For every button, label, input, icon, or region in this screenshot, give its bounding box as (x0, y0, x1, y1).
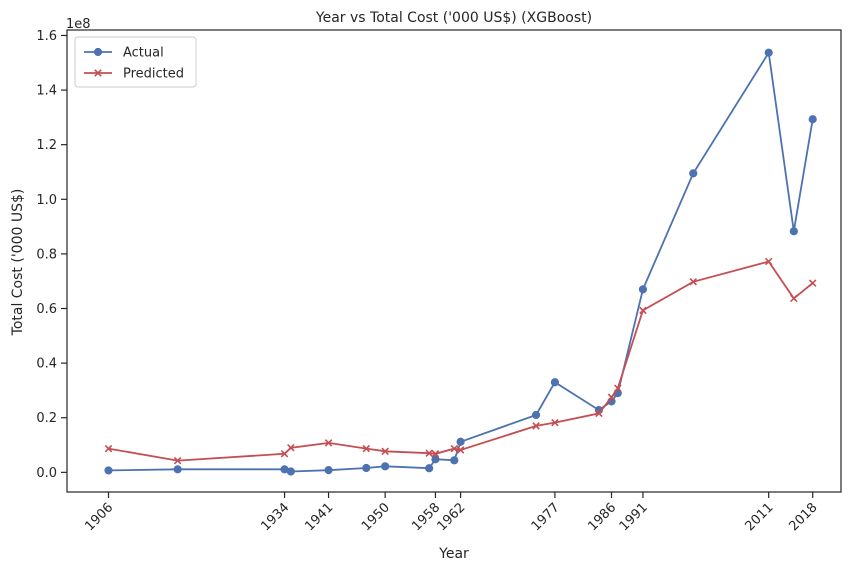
data-point-predicted (425, 449, 433, 457)
x-tick-label: 1962 (434, 500, 468, 534)
legend-item: Predicted (84, 67, 184, 82)
data-point-actual (808, 115, 817, 124)
y-tick-label: 0.2 (36, 411, 57, 426)
x-tick-label: 1950 (359, 500, 393, 534)
data-point-actual (638, 285, 648, 294)
x-tick-label: 1991 (617, 500, 651, 534)
y-tick-label: 0.0 (36, 466, 57, 481)
x-tick-label: 2018 (787, 500, 821, 534)
x-tick-label: 1906 (82, 500, 116, 534)
data-point-predicted (607, 393, 616, 402)
legend-item: Actual (84, 46, 164, 61)
y-tick-label: 1.2 (36, 138, 57, 153)
legend-marker (94, 69, 102, 77)
data-point-predicted (362, 444, 371, 453)
data-point-actual (104, 466, 113, 475)
y-tick-label: 1.0 (36, 193, 57, 208)
data-point-actual (381, 462, 390, 471)
chart-title: Year vs Total Cost ('000 US$) (XGBoost) (315, 10, 592, 26)
data-point-predicted (287, 444, 295, 452)
data-point-predicted (764, 257, 773, 266)
data-point-actual (550, 378, 560, 387)
y-tick-label: 1.4 (36, 84, 57, 99)
data-point-actual (689, 169, 698, 178)
x-tick-label: 1934 (258, 500, 292, 534)
data-point-predicted (614, 384, 622, 393)
data-point-predicted (456, 446, 465, 454)
y-tick-label: 0.4 (36, 357, 57, 372)
y-axis: 0.0 0.2 0.4 0.6 0.8 1.0 1.2 1.4 1.6 (36, 29, 67, 481)
legend-box (74, 36, 197, 88)
data-point-actual (425, 464, 434, 473)
plot-area (104, 48, 817, 476)
data-point-predicted (551, 418, 559, 427)
y-offset-label: 1e8 (66, 17, 91, 32)
data-point-actual (456, 437, 465, 446)
data-point-actual (450, 456, 459, 465)
series-predicted (104, 257, 817, 465)
y-tick-label: 1.6 (36, 29, 57, 44)
legend-label: Predicted (123, 67, 184, 82)
data-point-predicted (324, 439, 333, 447)
series-actual (104, 48, 817, 476)
y-axis-label: Total Cost ('000 US$) (10, 189, 26, 337)
series-line-actual (108, 50, 814, 473)
x-tick-label: 1986 (585, 500, 619, 534)
data-point-predicted (790, 294, 798, 303)
data-point-predicted (431, 450, 440, 458)
data-point-actual (173, 465, 182, 474)
x-tick-label: 1977 (529, 500, 563, 534)
data-point-actual (431, 455, 440, 464)
series-line-predicted (108, 260, 814, 462)
data-point-predicted (639, 306, 647, 315)
x-axis-label: Year (438, 546, 469, 562)
x-tick-label: 1941 (302, 500, 336, 534)
legend-marker (93, 47, 103, 57)
data-point-predicted (104, 444, 113, 453)
data-point-predicted (450, 444, 459, 453)
data-point-actual (531, 410, 541, 420)
data-point-predicted (808, 279, 817, 287)
data-point-actual (362, 463, 371, 473)
legend: Actual Predicted (74, 36, 197, 88)
data-point-actual (789, 227, 798, 236)
y-tick-label: 0.8 (36, 247, 57, 262)
y-tick-label: 0.6 (36, 302, 57, 317)
data-point-predicted (595, 409, 603, 418)
data-point-actual (764, 48, 773, 57)
data-point-actual (286, 467, 295, 476)
data-point-predicted (173, 456, 182, 465)
x-tick-label: 1958 (409, 500, 443, 534)
data-point-predicted (381, 447, 389, 456)
data-point-actual (324, 466, 333, 475)
x-tick-label: 2011 (743, 500, 777, 534)
data-point-predicted (532, 422, 540, 430)
data-point-predicted (689, 277, 698, 286)
legend-label: Actual (123, 46, 164, 61)
plot-frame (66, 29, 842, 493)
data-point-predicted (280, 450, 289, 458)
